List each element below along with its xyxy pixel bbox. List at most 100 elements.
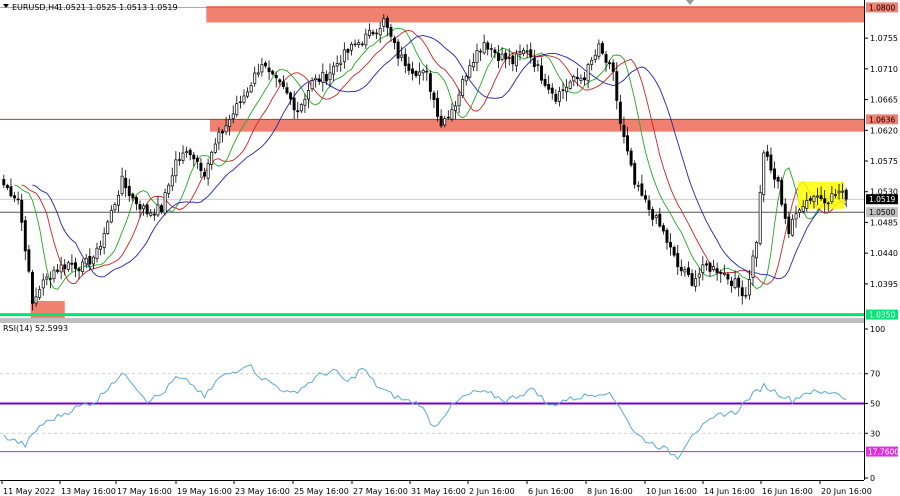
- candle[interactable]: [16, 191, 20, 205]
- candle[interactable]: [457, 89, 461, 114]
- candle[interactable]: [278, 78, 282, 86]
- candle[interactable]: [708, 261, 712, 277]
- candle[interactable]: [34, 287, 38, 307]
- candle[interactable]: [557, 86, 561, 107]
- zone-rect-0[interactable]: [206, 6, 864, 23]
- zone-rect-1[interactable]: [209, 119, 864, 132]
- candle[interactable]: [299, 103, 303, 114]
- candle[interactable]: [195, 155, 199, 169]
- candle[interactable]: [644, 189, 647, 203]
- candle[interactable]: [819, 186, 823, 201]
- candle[interactable]: [91, 255, 95, 270]
- candle[interactable]: [464, 73, 468, 86]
- candle[interactable]: [561, 82, 565, 99]
- candle[interactable]: [841, 183, 845, 199]
- candle[interactable]: [152, 208, 156, 221]
- candle[interactable]: [618, 94, 622, 131]
- candle[interactable]: [335, 55, 339, 72]
- candle[interactable]: [701, 256, 705, 281]
- price-tag-1-0500[interactable]: 1.0500: [866, 207, 898, 218]
- candle[interactable]: [407, 56, 411, 76]
- candle[interactable]: [307, 82, 310, 109]
- candle[interactable]: [654, 213, 658, 225]
- candle[interactable]: [346, 47, 350, 61]
- candle[interactable]: [192, 151, 196, 167]
- candle[interactable]: [45, 273, 49, 286]
- candle[interactable]: [518, 44, 522, 61]
- candle[interactable]: [102, 227, 106, 255]
- candle[interactable]: [661, 223, 665, 235]
- candle[interactable]: [246, 87, 250, 99]
- candle[interactable]: [633, 160, 637, 189]
- candle[interactable]: [844, 187, 848, 207]
- candle[interactable]: [95, 242, 99, 263]
- candle[interactable]: [382, 14, 386, 32]
- candle[interactable]: [38, 285, 42, 301]
- candle[interactable]: [350, 41, 353, 56]
- candle[interactable]: [816, 187, 819, 206]
- candle[interactable]: [260, 57, 264, 77]
- candle[interactable]: [575, 68, 579, 87]
- candle[interactable]: [138, 200, 142, 219]
- candle[interactable]: [156, 195, 160, 218]
- candle[interactable]: [256, 63, 260, 78]
- candle[interactable]: [221, 128, 224, 143]
- candle[interactable]: [228, 114, 232, 136]
- candle[interactable]: [328, 63, 332, 88]
- candle[interactable]: [626, 126, 629, 156]
- candle[interactable]: [758, 184, 762, 246]
- candle[interactable]: [134, 195, 138, 211]
- candle[interactable]: [264, 60, 267, 69]
- price-axis[interactable]: 1.0755 1.0710 1.0665 1.0620 1.0575 1.0530 1.04…: [864, 2, 898, 320]
- candle[interactable]: [615, 62, 619, 110]
- candle[interactable]: [543, 73, 547, 88]
- candle[interactable]: [124, 169, 128, 198]
- candle[interactable]: [77, 266, 81, 280]
- candle[interactable]: [704, 260, 708, 271]
- price-tag-1-0519[interactable]: 1.0519: [866, 194, 898, 205]
- candle[interactable]: [608, 59, 612, 70]
- candle[interactable]: [242, 89, 246, 105]
- candle[interactable]: [565, 79, 569, 102]
- candle[interactable]: [342, 42, 346, 69]
- candle[interactable]: [289, 91, 293, 105]
- candle[interactable]: [554, 89, 558, 105]
- candle[interactable]: [20, 193, 24, 231]
- candle[interactable]: [421, 68, 425, 81]
- candle[interactable]: [550, 83, 554, 100]
- candle[interactable]: [84, 254, 88, 269]
- candle[interactable]: [740, 280, 744, 305]
- candle[interactable]: [507, 48, 511, 66]
- candle[interactable]: [174, 151, 178, 183]
- candle[interactable]: [687, 261, 690, 278]
- candle[interactable]: [274, 71, 278, 88]
- price-tag-1-0800[interactable]: 1.0800: [866, 2, 898, 13]
- candle[interactable]: [117, 190, 120, 213]
- rsi-axis[interactable]: 100 70 50 30 0 17.7600: [864, 325, 899, 483]
- candle[interactable]: [314, 74, 318, 88]
- candle[interactable]: [629, 147, 633, 168]
- candle[interactable]: [2, 174, 6, 189]
- candle[interactable]: [443, 115, 447, 128]
- candle[interactable]: [540, 57, 543, 84]
- candle[interactable]: [235, 95, 239, 118]
- candle[interactable]: [339, 55, 343, 72]
- candle[interactable]: [217, 127, 221, 150]
- price-tag-1-0636[interactable]: 1.0636: [866, 114, 898, 125]
- candle[interactable]: [683, 266, 687, 277]
- candle[interactable]: [403, 48, 407, 74]
- candle[interactable]: [830, 186, 834, 205]
- candle[interactable]: [733, 270, 737, 290]
- candle[interactable]: [529, 42, 533, 64]
- candle[interactable]: [600, 40, 604, 55]
- candle[interactable]: [651, 206, 655, 227]
- candle[interactable]: [367, 23, 371, 39]
- candle[interactable]: [167, 183, 171, 199]
- candle[interactable]: [461, 75, 465, 98]
- candle[interactable]: [63, 259, 67, 276]
- candle[interactable]: [547, 75, 551, 95]
- candle[interactable]: [522, 47, 526, 57]
- candle[interactable]: [253, 66, 257, 87]
- rsi-panel[interactable]: [0, 323, 864, 480]
- candle[interactable]: [414, 70, 418, 78]
